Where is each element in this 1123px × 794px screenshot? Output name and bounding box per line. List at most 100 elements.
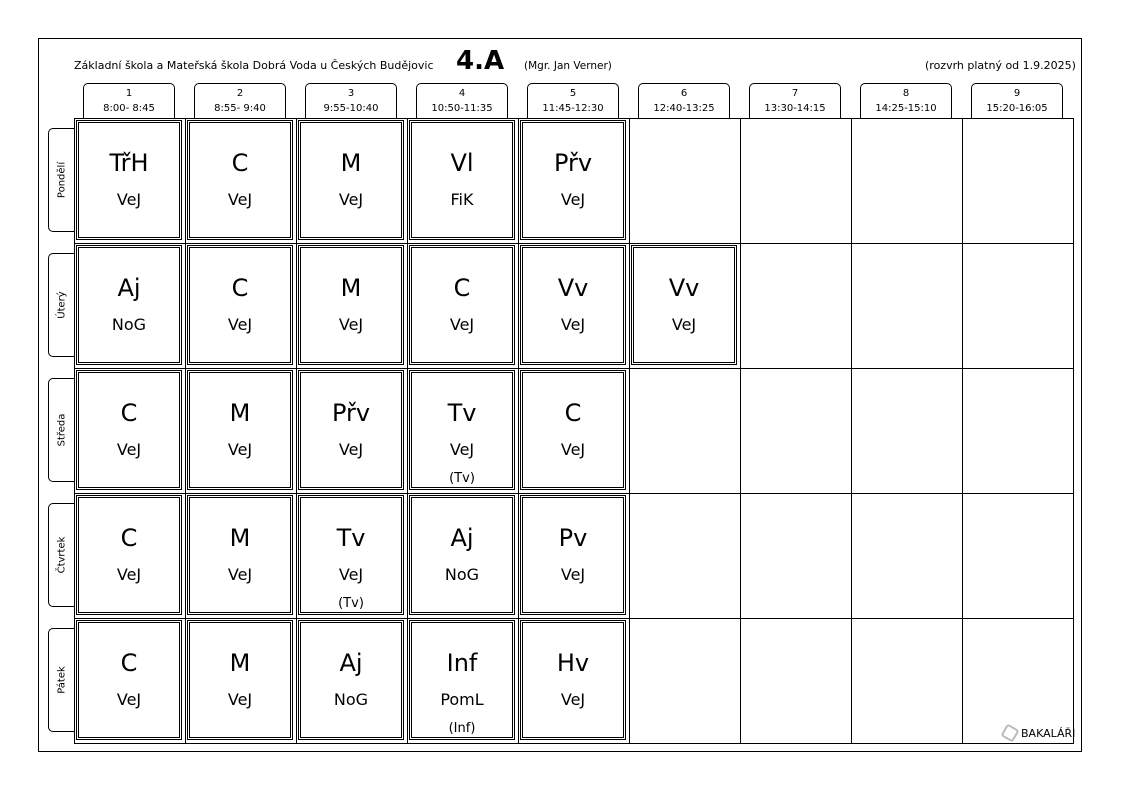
- lesson-cell: Aj NoG: [409, 495, 515, 615]
- lesson-cell: Aj NoG: [76, 245, 182, 365]
- lesson-subject: M: [229, 399, 251, 427]
- lesson-cell: M VeJ: [298, 120, 404, 240]
- lesson-teacher: VeJ: [116, 690, 142, 709]
- lesson-cell: C VeJ: [409, 245, 515, 365]
- lesson-cell: Aj NoG: [298, 620, 404, 740]
- lesson-teacher: VeJ: [338, 565, 364, 584]
- lesson-subject: C: [231, 149, 249, 177]
- day-name: Čtvrtek: [56, 536, 68, 574]
- grid-line: [296, 119, 297, 743]
- grid-line: [75, 243, 1073, 244]
- bakalari-logo-icon: [1000, 723, 1020, 743]
- lesson-cell: C VeJ: [187, 245, 293, 365]
- lesson-teacher: VeJ: [227, 315, 253, 334]
- grid-line: [75, 368, 1073, 369]
- period-number: 8: [902, 88, 910, 99]
- lesson-teacher: FiK: [450, 190, 474, 209]
- period-header: 3 9:55-10:40: [305, 83, 397, 118]
- lesson-subject: M: [229, 649, 251, 677]
- lesson-cell: Inf PomL (Inf): [409, 620, 515, 740]
- lesson-group: (Inf): [448, 721, 476, 736]
- lesson-subject: TřH: [109, 149, 149, 177]
- period-header: 5 11:45-12:30: [527, 83, 619, 118]
- lesson-cell: Vv VeJ: [520, 245, 626, 365]
- lesson-teacher: VeJ: [227, 440, 253, 459]
- lesson-cell: C VeJ: [76, 370, 182, 490]
- bakalari-logo: BAKALÁŘI: [1000, 723, 1075, 743]
- lesson-subject: Hv: [556, 649, 590, 677]
- lesson-teacher: PomL: [440, 690, 484, 709]
- lesson-subject: Přv: [331, 399, 371, 427]
- lesson-subject: Inf: [446, 649, 478, 677]
- day-name: Úterý: [56, 291, 68, 319]
- grid-line: [629, 119, 630, 743]
- lesson-cell: Tv VeJ (Tv): [409, 370, 515, 490]
- lesson-teacher: VeJ: [227, 190, 253, 209]
- lesson-cell: TřH VeJ: [76, 120, 182, 240]
- grid-line: [962, 119, 963, 743]
- lesson-teacher: VeJ: [227, 565, 253, 584]
- lesson-cell: C VeJ: [187, 120, 293, 240]
- lesson-cell: Hv VeJ: [520, 620, 626, 740]
- period-number: 4: [458, 88, 466, 99]
- lesson-subject: C: [453, 274, 471, 302]
- grid-line: [518, 119, 519, 743]
- period-header: 1 8:00- 8:45: [83, 83, 175, 118]
- day-label: Pondělí: [48, 128, 75, 232]
- lesson-cell: M VeJ: [187, 495, 293, 615]
- lesson-cell: M VeJ: [187, 370, 293, 490]
- lesson-subject: C: [231, 274, 249, 302]
- day-name: Pondělí: [56, 161, 68, 199]
- lesson-group: (Tv): [449, 471, 475, 486]
- lesson-teacher: VeJ: [560, 690, 586, 709]
- lesson-teacher: VeJ: [560, 315, 586, 334]
- lesson-subject: M: [340, 149, 362, 177]
- lesson-subject: Pv: [558, 524, 588, 552]
- lesson-teacher: NoG: [111, 315, 147, 334]
- lesson-cell: Vl FiK: [409, 120, 515, 240]
- period-time: 8:55- 9:40: [214, 103, 266, 114]
- lesson-cell: Vv VeJ: [631, 245, 737, 365]
- lesson-subject: Vv: [668, 274, 700, 302]
- period-number: 5: [569, 88, 577, 99]
- validity-note: (rozvrh platný od 1.9.2025): [925, 59, 1076, 72]
- period-number: 2: [236, 88, 244, 99]
- lesson-subject: Aj: [339, 649, 363, 677]
- lesson-teacher: VeJ: [338, 315, 364, 334]
- lesson-subject: Aj: [117, 274, 141, 302]
- day-label: Pátek: [48, 628, 75, 732]
- lesson-teacher: VeJ: [338, 190, 364, 209]
- lesson-subject: M: [229, 524, 251, 552]
- lesson-group: (Tv): [338, 596, 364, 611]
- grid-line: [75, 493, 1073, 494]
- lesson-teacher: VeJ: [449, 440, 475, 459]
- lesson-cell: Tv VeJ (Tv): [298, 495, 404, 615]
- period-time: 13:30-14:15: [764, 103, 826, 114]
- period-header: 9 15:20-16:05: [971, 83, 1063, 118]
- timetable-frame: [38, 38, 1082, 752]
- period-number: 3: [347, 88, 355, 99]
- period-time: 15:20-16:05: [986, 103, 1048, 114]
- lesson-subject: Aj: [450, 524, 474, 552]
- period-time: 10:50-11:35: [431, 103, 493, 114]
- lesson-teacher: VeJ: [449, 315, 475, 334]
- lesson-subject: C: [120, 524, 138, 552]
- lesson-teacher: VeJ: [116, 190, 142, 209]
- day-label: Úterý: [48, 253, 75, 357]
- lesson-subject: C: [564, 399, 582, 427]
- lesson-teacher: VeJ: [560, 440, 586, 459]
- lesson-subject: Tv: [336, 524, 366, 552]
- period-time: 11:45-12:30: [542, 103, 604, 114]
- period-time: 8:00- 8:45: [103, 103, 155, 114]
- lesson-teacher: VeJ: [560, 565, 586, 584]
- class-name: 4.A: [456, 46, 505, 76]
- lesson-cell: Pv VeJ: [520, 495, 626, 615]
- lesson-cell: Přv VeJ: [298, 370, 404, 490]
- lesson-cell: C VeJ: [520, 370, 626, 490]
- day-name: Pátek: [56, 666, 68, 694]
- grid-line: [851, 119, 852, 743]
- grid-line: [740, 119, 741, 743]
- lesson-subject: Přv: [553, 149, 593, 177]
- grid-line: [75, 618, 1073, 619]
- lesson-subject: Vv: [557, 274, 589, 302]
